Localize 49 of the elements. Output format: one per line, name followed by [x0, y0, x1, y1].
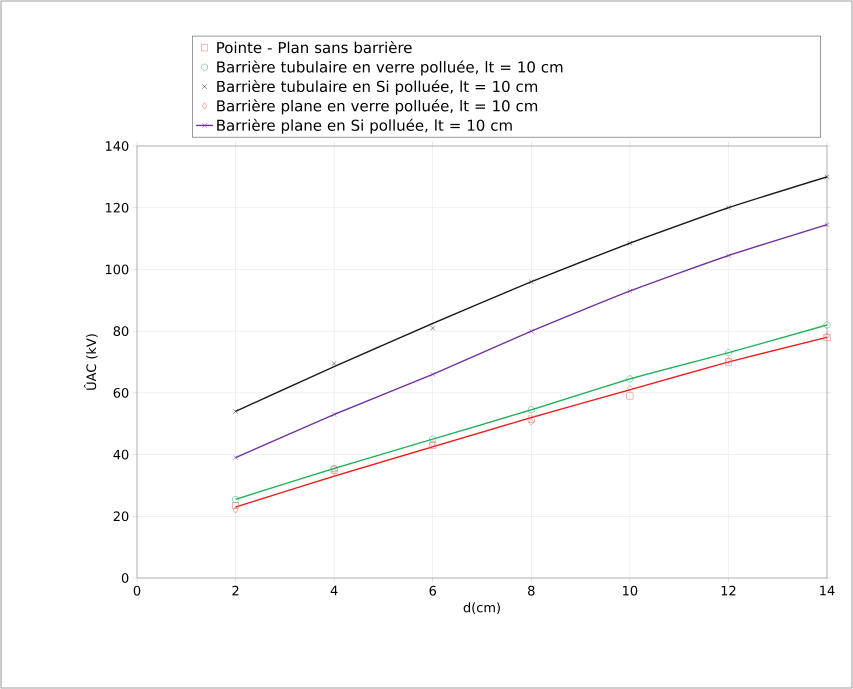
point	[725, 349, 732, 356]
point	[528, 279, 534, 284]
y-tick-label: 100	[106, 264, 128, 274]
x-tick-label: 12	[722, 586, 736, 596]
x-tick-label: 8	[528, 586, 535, 596]
point	[627, 384, 633, 392]
point	[627, 288, 632, 294]
point	[626, 392, 634, 400]
point	[528, 406, 535, 414]
point	[528, 416, 535, 423]
point	[233, 455, 238, 460]
legend-label: Barrière plane en verre polluée, lt = 10 cm	[217, 99, 538, 114]
point	[430, 372, 436, 377]
x-tick-label: 4	[330, 586, 338, 596]
point	[528, 328, 534, 334]
x-tick-label: 0	[134, 586, 140, 596]
point	[430, 326, 436, 331]
x-tick-label: 14	[820, 586, 835, 596]
y-tick-label: 120	[106, 202, 128, 213]
x-tick-label: 2	[232, 586, 238, 596]
point	[232, 506, 238, 514]
y-tick-label: 60	[114, 388, 128, 398]
point	[528, 418, 534, 426]
point	[233, 408, 238, 414]
point	[626, 376, 634, 382]
y-tick-label: 40	[113, 450, 128, 460]
point	[232, 496, 240, 503]
y-tick-label: 20	[114, 511, 128, 522]
legend-label: Pointe - Plan sans barrière	[217, 41, 412, 54]
x-tick-label: 6	[430, 586, 436, 596]
point	[332, 412, 337, 417]
point	[332, 361, 337, 366]
x-tick-label: 10	[623, 586, 638, 596]
legend-label: Barrière tubulaire en Si polluée, lt = 10 cm	[217, 80, 538, 95]
point	[726, 253, 731, 258]
x-axis-title: d(cm)	[464, 602, 500, 614]
legend-label: Barrière plane en Si polluée, lt = 10 cm	[217, 118, 512, 134]
legend-label: Barrière tubulaire en verre polluée, lt = 10 cm	[217, 60, 562, 76]
point	[824, 322, 830, 328]
y-tick-label: 80	[114, 326, 128, 336]
y-axis-title: ÛAC (kV)	[84, 334, 98, 390]
point	[824, 174, 830, 180]
y-tick-label: 140	[106, 141, 128, 151]
point	[429, 436, 436, 443]
point	[726, 205, 731, 210]
y-tick-label: 0	[122, 573, 128, 583]
point	[627, 240, 632, 246]
point	[824, 222, 830, 228]
point	[232, 502, 240, 509]
